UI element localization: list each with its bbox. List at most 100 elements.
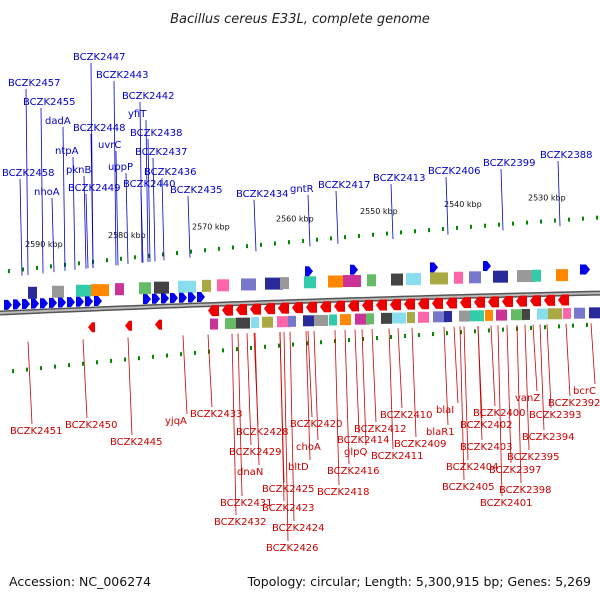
forward-leader-line xyxy=(145,119,149,263)
reverse-leader-line xyxy=(397,328,403,409)
forward-gene-arrow xyxy=(430,262,438,273)
tick-mark xyxy=(260,242,262,247)
reverse-leader-line xyxy=(477,325,483,419)
forward-gene-label: yfiT xyxy=(128,109,147,120)
genome-backbone xyxy=(0,290,600,316)
reverse-leader-line xyxy=(253,332,259,426)
reverse-gene-label: BCZK2423 xyxy=(262,503,315,514)
reverse-leader-line xyxy=(279,331,285,502)
forward-gene-label: BCZK2406 xyxy=(428,166,481,177)
tick-mark xyxy=(246,244,248,249)
reverse-leader-line xyxy=(344,329,350,465)
forward-leader-line xyxy=(72,156,76,270)
reverse-leader-line xyxy=(313,330,319,441)
tick-mark xyxy=(474,329,476,334)
reverse-gene-label: BCZK2400 xyxy=(473,408,526,419)
feature-block xyxy=(343,275,361,288)
backbone-highlight xyxy=(0,292,600,314)
reverse-gene-label: BCZK2445 xyxy=(110,437,163,448)
feature-block xyxy=(262,316,273,328)
reverse-gene-label: BCZK2416 xyxy=(327,466,380,477)
feature-block xyxy=(277,316,291,328)
reverse-gene-arrow xyxy=(88,322,95,333)
tick-mark xyxy=(236,347,238,352)
forward-gene-arrow xyxy=(483,260,491,271)
reverse-gene-arrow xyxy=(530,295,541,307)
forward-gene-arrow xyxy=(85,296,93,307)
reverse-leader-line xyxy=(334,330,340,486)
tick-mark xyxy=(488,328,490,333)
tick-mark xyxy=(390,334,392,339)
tick-mark xyxy=(456,225,458,230)
tick-mark xyxy=(166,353,168,358)
feature-block xyxy=(589,307,600,319)
reverse-gene-label: BCZK2402 xyxy=(460,420,513,431)
reverse-gene-arrow xyxy=(155,319,162,330)
reverse-gene-arrow xyxy=(390,299,401,311)
forward-leader-line xyxy=(51,197,55,273)
forward-gene-label: BCZK2437 xyxy=(135,147,188,158)
tick-mark xyxy=(306,341,308,346)
feature-block xyxy=(548,308,562,320)
reverse-leader-line xyxy=(490,325,496,407)
feature-block xyxy=(563,307,571,319)
forward-gene-label: nhoA xyxy=(34,187,60,198)
tick-mark xyxy=(484,223,486,228)
tick-mark xyxy=(432,332,434,337)
tick-mark xyxy=(320,340,322,345)
reverse-leader-line xyxy=(388,328,394,450)
scale-tick-label: 2570 kbp xyxy=(192,222,230,231)
scale-tick-label: 2560 kbp xyxy=(276,214,314,223)
feature-block xyxy=(329,314,337,326)
forward-gene-arrow xyxy=(179,292,187,303)
forward-gene-arrow xyxy=(58,297,66,308)
forward-gene-arrow xyxy=(49,297,57,308)
tick-mark xyxy=(400,230,402,235)
tick-mark xyxy=(292,342,294,347)
feature-block xyxy=(391,273,403,286)
reverse-gene-label: glpQ xyxy=(344,447,367,458)
reverse-gene-arrow xyxy=(222,304,233,316)
tick-mark xyxy=(40,366,42,371)
reverse-gene-label: BCZK2397 xyxy=(489,465,542,476)
reverse-gene-label: BCZK2410 xyxy=(380,410,433,421)
reverse-gene-arrow xyxy=(418,298,429,310)
tick-mark xyxy=(330,236,332,241)
reverse-leader-line xyxy=(453,326,459,404)
feature-block xyxy=(454,271,463,284)
tick-mark xyxy=(50,264,52,269)
reverse-gene-label: BCZK2431 xyxy=(220,498,273,509)
tick-mark xyxy=(134,255,136,260)
reverse-gene-label: BCZK2403 xyxy=(460,442,513,453)
tick-mark xyxy=(232,245,234,250)
forward-leader-line xyxy=(139,101,143,263)
reverse-gene-label: BCZK2412 xyxy=(354,424,407,435)
tick-mark xyxy=(96,360,98,365)
feature-block xyxy=(241,278,256,291)
tick-mark xyxy=(460,330,462,335)
forward-gene-label: BCZK2457 xyxy=(8,78,61,89)
feature-block xyxy=(469,271,481,284)
reverse-gene-label: BCZK2395 xyxy=(507,452,560,463)
reverse-gene-label: BCZK2401 xyxy=(480,498,533,509)
tick-mark xyxy=(418,333,420,338)
reverse-leader-line xyxy=(539,324,545,431)
reverse-leader-line xyxy=(82,339,88,419)
reverse-gene-arrow xyxy=(474,296,485,308)
feature-block xyxy=(392,312,406,324)
feature-block xyxy=(459,310,470,322)
reverse-leader-line xyxy=(354,329,360,434)
tick-mark xyxy=(138,356,140,361)
forward-gene-label: BCZK2434 xyxy=(236,189,289,200)
forward-gene-label: BCZK2436 xyxy=(144,167,197,178)
feature-block xyxy=(202,279,211,292)
forward-gene-arrow xyxy=(67,297,75,308)
tick-mark xyxy=(124,357,126,362)
forward-gene-label: BCZK2449 xyxy=(68,183,121,194)
feature-block xyxy=(52,285,64,298)
forward-gene-labels: BCZK2458 nhoA BCZK2457 BCZK2455 dadA ntpA pknB… xyxy=(2,52,593,276)
forward-gene-arrow xyxy=(13,299,21,310)
tick-mark xyxy=(152,354,154,359)
